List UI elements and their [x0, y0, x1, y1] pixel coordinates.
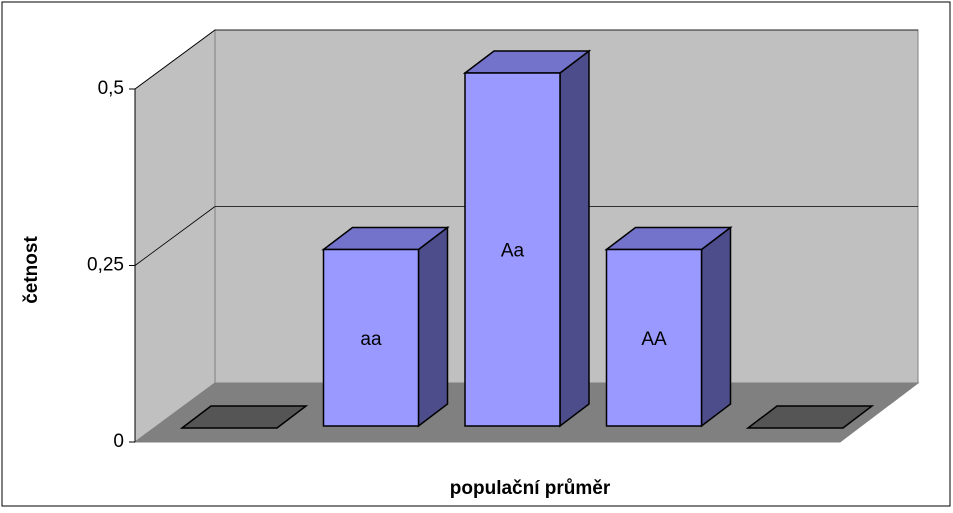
bar-label: aa — [360, 329, 382, 350]
grid-line — [134, 206, 216, 266]
bar — [605, 248, 703, 427]
bar-side — [417, 225, 449, 428]
grid-line — [134, 29, 216, 90]
bar-side — [559, 49, 590, 428]
bar — [464, 72, 561, 427]
x-axis-title: populační průměr — [450, 478, 611, 499]
bar-label: AA — [641, 329, 667, 350]
y-tick-label: 0 — [113, 431, 124, 452]
bar — [745, 405, 875, 429]
y-tick-label: 0,25 — [87, 255, 124, 276]
bar — [322, 248, 420, 427]
bar — [179, 405, 309, 429]
y-axis-title: četnost — [21, 236, 42, 304]
bar-side — [700, 225, 732, 428]
bar-label: Aa — [501, 241, 525, 262]
y-tick-label: 0,5 — [98, 78, 124, 99]
